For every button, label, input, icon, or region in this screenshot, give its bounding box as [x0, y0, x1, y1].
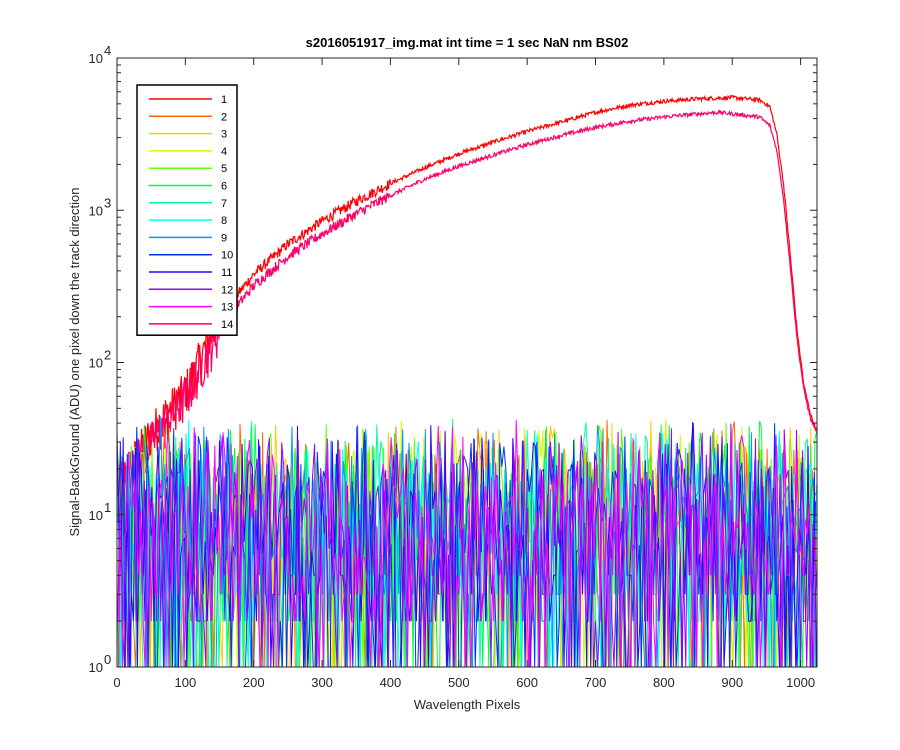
- legend-label-13: 13: [221, 302, 233, 314]
- x-tick-label: 0: [113, 675, 120, 690]
- y-tick-exponent: 4: [104, 43, 111, 58]
- y-tick-exponent: 1: [104, 500, 111, 515]
- x-tick-label: 800: [653, 675, 675, 690]
- x-tick-label: 100: [175, 675, 197, 690]
- y-tick-exponent: 3: [104, 195, 111, 210]
- x-tick-label: 1000: [786, 675, 815, 690]
- y-tick-label: 10: [89, 203, 103, 218]
- legend-label-5: 5: [221, 163, 227, 175]
- x-tick-label: 600: [516, 675, 538, 690]
- legend-label-11: 11: [221, 267, 232, 279]
- y-tick-label: 10: [89, 660, 103, 675]
- x-tick-label: 700: [585, 675, 607, 690]
- chart-title: s2016051917_img.mat int time = 1 sec NaN…: [306, 35, 629, 50]
- x-tick-label: 200: [243, 675, 265, 690]
- legend-label-12: 12: [221, 284, 233, 296]
- y-tick-label: 10: [89, 508, 103, 523]
- legend-label-7: 7: [221, 198, 227, 210]
- x-tick-label: 500: [448, 675, 470, 690]
- legend-label-10: 10: [221, 250, 233, 262]
- x-tick-label: 400: [380, 675, 402, 690]
- legend-label-6: 6: [221, 181, 227, 193]
- legend-label-4: 4: [221, 146, 227, 158]
- legend-label-1: 1: [221, 94, 227, 106]
- y-tick-label: 10: [89, 356, 103, 371]
- axes-layer: 0 100 200 300 400 500 600 700 800 900 100010010110…: [89, 43, 817, 690]
- x-tick-label: 900: [721, 675, 743, 690]
- series-layer: [117, 94, 817, 667]
- legend-label-2: 2: [221, 111, 227, 123]
- x-tick-label: 300: [311, 675, 333, 690]
- legend-label-14: 14: [221, 319, 233, 331]
- x-axis-title: Wavelength Pixels: [414, 697, 521, 712]
- y-tick-exponent: 2: [104, 348, 111, 363]
- legend-label-8: 8: [221, 215, 227, 227]
- legend-label-3: 3: [221, 129, 227, 141]
- y-tick-exponent: 0: [104, 652, 111, 667]
- y-tick-label: 10: [89, 51, 103, 66]
- legend-box: [136, 84, 238, 336]
- series-line-13: [117, 419, 817, 667]
- y-axis-title: Signal-BackGround (ADU) one pixel down t…: [67, 187, 82, 536]
- legend-label-9: 9: [221, 232, 227, 244]
- series-line-12: [117, 423, 817, 667]
